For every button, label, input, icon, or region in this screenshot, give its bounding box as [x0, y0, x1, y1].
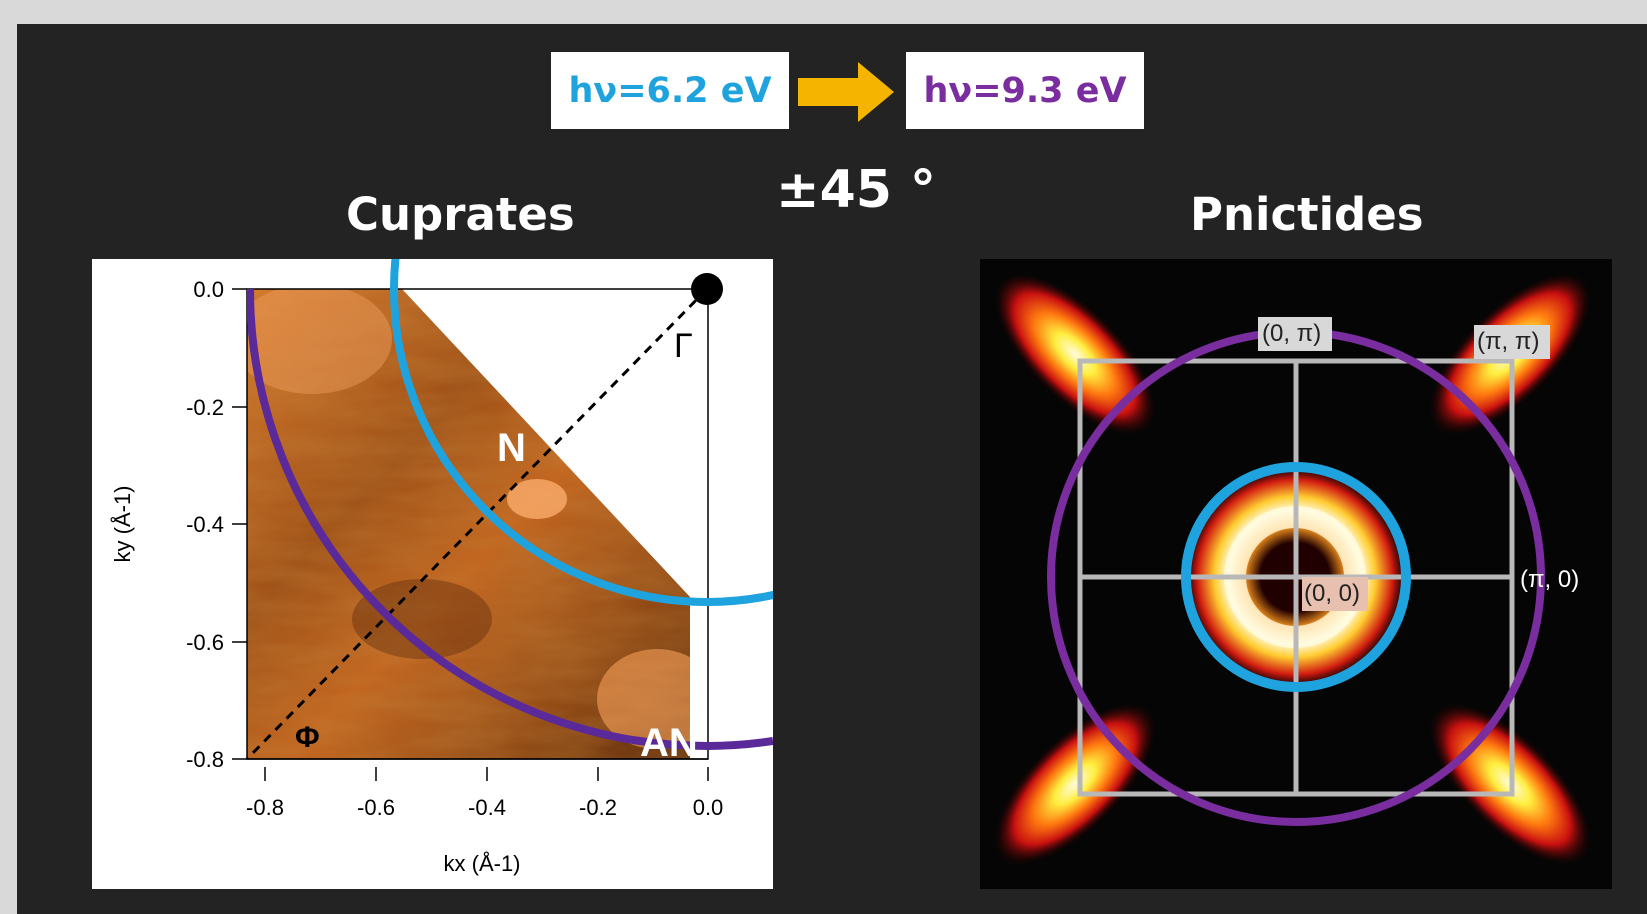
photon-energy-high-box: hν=9.3 eV [906, 52, 1144, 129]
x-tick-label: -0.4 [468, 795, 506, 820]
cuprates-plot: Γ Φ N AN 0.0 -0.2 -0.4 -0.6 -0.8 [110, 259, 774, 876]
circle-6eV [390, 259, 773, 606]
rotation-label: ±45 ° [776, 160, 937, 220]
y-axis [232, 288, 247, 760]
arpes-intensity-texture [247, 289, 690, 759]
brillouin-zone-grid [1077, 358, 1515, 797]
x-tick-label: -0.2 [579, 795, 617, 820]
pnictides-plot: (0, π) (π, π) (π, 0) (0, 0) [994, 273, 1591, 865]
gamma-label: Γ [674, 327, 693, 365]
node-label: N [497, 426, 526, 470]
circle-9eV-tail [707, 737, 774, 750]
circle-6eV [1181, 462, 1411, 692]
y-axis-label: ky (Å-1) [110, 486, 135, 563]
right-arrow-icon [798, 62, 894, 122]
pnictides-title: Pnictides [1190, 188, 1424, 241]
photon-energy-high-label: hν=9.3 eV [923, 70, 1127, 111]
x-tick-label: 0.0 [693, 795, 724, 820]
cuprates-panel: Γ Φ N AN 0.0 -0.2 -0.4 -0.6 -0.8 [92, 259, 774, 889]
label-pi-0: (π, 0) [1520, 566, 1579, 593]
arpes-highlights [247, 289, 690, 749]
photon-energy-low-label: hν=6.2 eV [568, 70, 772, 111]
y-tick-label: -0.2 [186, 395, 224, 420]
pnictides-panel: (0, π) (π, π) (π, 0) (0, 0) [980, 259, 1612, 889]
label-0-pi: (0, π) [1262, 320, 1321, 347]
label-pi-pi: (π, π) [1477, 328, 1539, 355]
cuprates-title: Cuprates [346, 188, 575, 241]
circle-9eV [247, 289, 708, 750]
y-tick-label: 0.0 [193, 277, 224, 302]
x-tick-label: -0.8 [246, 795, 284, 820]
phi-label: Φ [295, 721, 320, 754]
x-tick-label: -0.6 [357, 795, 395, 820]
gamma-point-marker [691, 273, 723, 305]
antinode-label: AN [640, 721, 698, 765]
y-tick-label: -0.4 [186, 512, 224, 537]
photon-energy-low-box: hν=6.2 eV [551, 52, 789, 129]
x-axis-label: kx (Å-1) [444, 851, 521, 876]
nodal-cut-line [245, 287, 709, 761]
y-tick-label: -0.8 [186, 747, 224, 772]
y-tick-label: -0.6 [186, 630, 224, 655]
x-axis [247, 758, 709, 781]
label-0-0: (0, 0) [1304, 580, 1360, 607]
